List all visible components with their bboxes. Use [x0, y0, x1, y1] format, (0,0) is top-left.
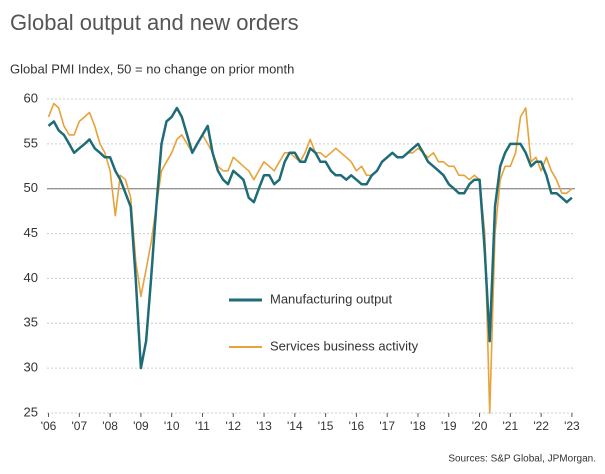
chart-title: Global output and new orders: [10, 10, 299, 35]
y-tick-label: 30: [24, 360, 38, 375]
x-tick-label: '21: [503, 419, 519, 433]
y-tick-label: 50: [24, 180, 38, 195]
source-note: Sources: S&P Global, JPMorgan.: [448, 454, 596, 465]
series-line: [47, 106, 573, 370]
x-tick-label: '23: [564, 419, 580, 433]
x-tick-label: '06: [41, 419, 57, 433]
y-tick-label: 55: [24, 135, 38, 150]
x-tick-label: '18: [410, 419, 426, 433]
x-tick-label: '11: [195, 419, 210, 433]
legend-label: Manufacturing output: [270, 291, 393, 306]
legend-label: Services business activity: [270, 338, 419, 353]
x-tick-label: '08: [102, 419, 118, 433]
x-tick-label: '19: [441, 419, 457, 433]
y-tick-label: 45: [24, 225, 38, 240]
y-tick-label: 40: [24, 270, 38, 285]
x-tick-label: '17: [379, 419, 395, 433]
x-tick-label: '16: [349, 419, 365, 433]
y-tick-label: 35: [24, 315, 38, 330]
y-tick-label: 25: [24, 404, 38, 419]
x-tick-label: '14: [287, 419, 303, 433]
x-tick-label: '07: [72, 419, 88, 433]
x-tick-label: '22: [533, 419, 549, 433]
x-tick-label: '12: [225, 419, 241, 433]
x-tick-label: '20: [472, 419, 488, 433]
x-tick-label: '09: [133, 419, 149, 433]
y-tick-label: 60: [24, 90, 38, 105]
x-tick-label: '15: [318, 419, 334, 433]
chart-subtitle: Global PMI Index, 50 = no change on prio…: [10, 61, 294, 76]
x-tick-label: '13: [256, 419, 272, 433]
x-tick-label: '10: [164, 419, 180, 433]
